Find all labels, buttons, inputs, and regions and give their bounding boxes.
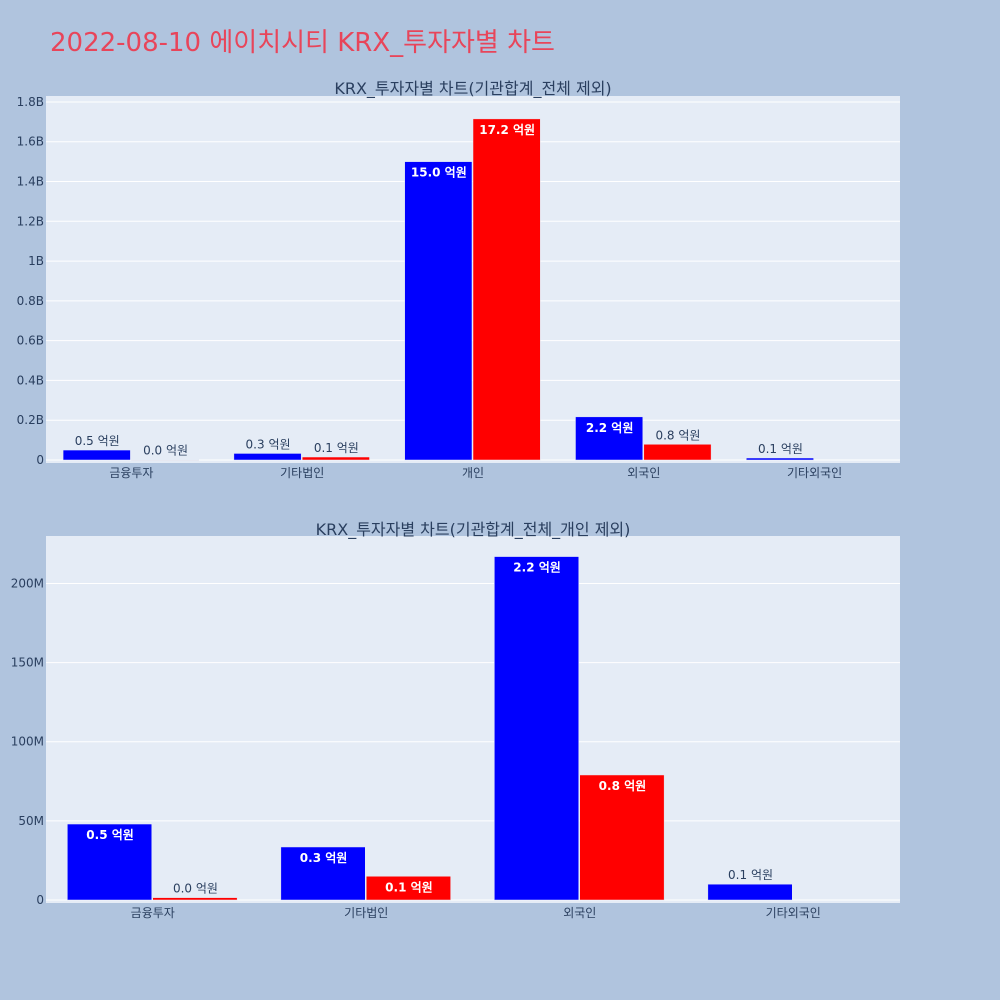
y-tick-label: 0.6B [17, 334, 44, 348]
x-tick-label: 기타외국인 [766, 906, 821, 920]
chart-title: KRX_투자자별 차트(기관합계_전체_개인 제외) [316, 520, 631, 540]
data-label: 0.0 억원 [143, 444, 188, 458]
y-tick-label: 1B [28, 254, 44, 268]
bar [575, 416, 644, 461]
x-tick-label: 기타외국인 [787, 466, 842, 480]
x-tick-label: 외국인 [627, 466, 660, 480]
chart-top: 0 0.2B 0.4B 0.6B 0.8B 1B 1.2B 1.4B 1.6B 1.8B KRX_투… [17, 79, 900, 480]
x-tick-label: 개인 [462, 466, 484, 480]
data-label: 0.1 억원 [728, 868, 773, 882]
y-tick-label: 1.6B [17, 135, 44, 149]
bar [233, 453, 302, 461]
page-title: 2022-08-10 에이치시티 KRX_투자자별 차트 [50, 28, 555, 58]
y-tick-label: 1.4B [17, 175, 44, 189]
x-tick-label: 금융투자 [109, 466, 153, 480]
data-label: 0.1 억원 [385, 880, 433, 894]
y-tick-label: 50M [18, 814, 44, 828]
data-label: 0.3 억원 [300, 851, 348, 865]
bar [67, 823, 152, 901]
data-label: 0.8 억원 [599, 779, 647, 793]
data-label: 0.1 억원 [758, 442, 803, 456]
y-tick-label: 0 [36, 453, 44, 467]
bar [746, 457, 814, 461]
bar [494, 556, 580, 901]
bar [152, 897, 238, 901]
bar [62, 449, 131, 461]
data-label: 0.1 억원 [314, 441, 359, 455]
bar [404, 161, 473, 461]
data-label: 0.5 억원 [75, 434, 120, 448]
chart-bottom: 0 50M 100M 150M 200M KRX_투자자별 차트(기관합계_전체_개인 제… [11, 520, 900, 920]
data-label: 15.0 억원 [411, 166, 467, 180]
data-label: 2.2 억원 [513, 561, 561, 575]
data-label: 0.0 억원 [173, 882, 218, 896]
x-tick-label: 기타법인 [280, 466, 324, 480]
y-tick-label: 0 [36, 893, 44, 907]
bar [643, 444, 712, 461]
y-tick-label: 0.8B [17, 294, 44, 308]
data-label: 0.3 억원 [246, 437, 291, 451]
chart-title: KRX_투자자별 차트(기관합계_전체 제외) [334, 79, 611, 99]
x-tick-label: 금융투자 [131, 906, 175, 920]
data-label: 0.8 억원 [655, 428, 700, 442]
bar [301, 456, 370, 461]
y-tick-label: 100M [11, 735, 44, 749]
y-tick-label: 1.8B [17, 95, 44, 109]
y-tick-label: 200M [11, 576, 44, 590]
bar [280, 846, 366, 901]
x-tick-label: 기타법인 [344, 906, 388, 920]
data-label: 0.5 억원 [86, 828, 134, 842]
plot-area [46, 536, 900, 903]
bar [707, 883, 793, 901]
bar [472, 118, 541, 461]
y-tick-label: 0.4B [17, 373, 44, 387]
bar [131, 459, 199, 461]
x-tick-label: 외국인 [563, 906, 596, 920]
bar [579, 774, 665, 901]
bar [366, 876, 451, 901]
data-label: 2.2 억원 [586, 421, 634, 435]
y-tick-label: 1.2B [17, 214, 44, 228]
y-tick-label: 0.2B [17, 413, 44, 427]
data-label: 17.2 억원 [479, 123, 535, 137]
y-tick-label: 150M [11, 656, 44, 670]
